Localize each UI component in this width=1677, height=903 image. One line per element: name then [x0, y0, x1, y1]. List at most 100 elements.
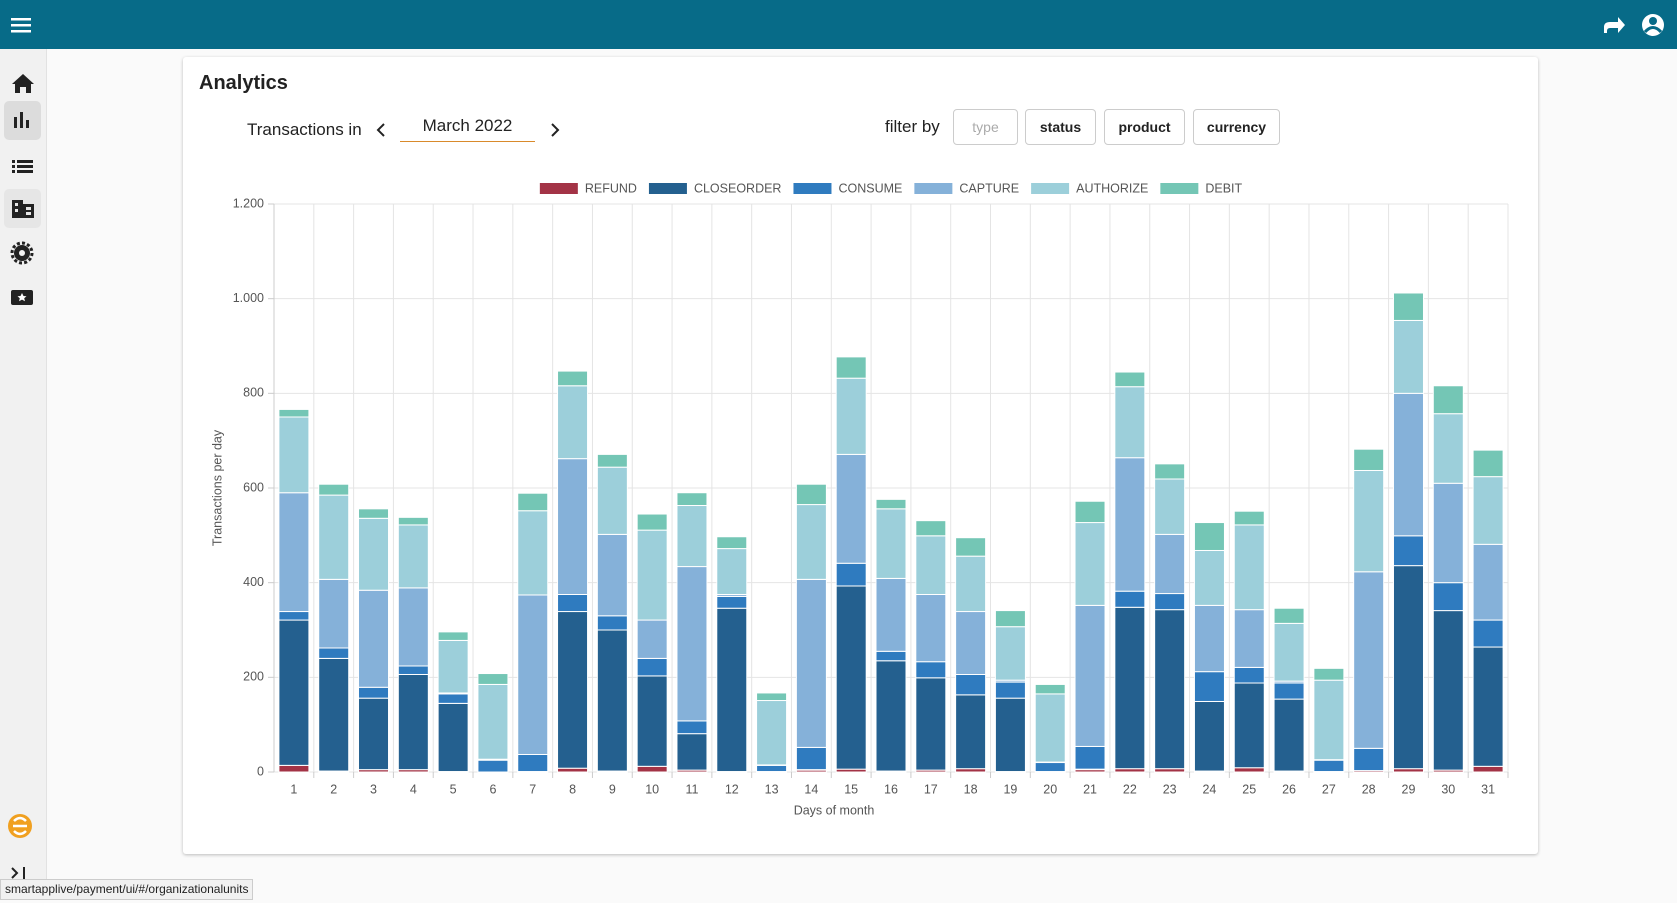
bar-segment: [597, 534, 627, 615]
bar-segment: [836, 378, 866, 454]
bar-segment: [1433, 611, 1463, 771]
bar-segment: [717, 596, 747, 608]
bar-segment: [876, 578, 906, 651]
bar-segment: [478, 674, 508, 685]
bar-segment: [1473, 544, 1503, 620]
x-tick-label: 1: [290, 782, 297, 796]
bar-segment: [319, 648, 349, 658]
bar-segment: [1433, 414, 1463, 484]
bar-segment: [796, 579, 826, 747]
bar-segment: [438, 694, 468, 703]
bar-segment: [916, 678, 946, 770]
x-tick-label: 13: [765, 782, 779, 796]
x-tick-label: 7: [529, 782, 536, 796]
bar-segment: [1314, 668, 1344, 680]
bar-segment: [1194, 672, 1224, 702]
x-tick-label: 19: [1003, 782, 1017, 796]
x-tick-label: 22: [1123, 782, 1137, 796]
bar-segment: [1393, 393, 1423, 535]
x-tick-label: 6: [489, 782, 496, 796]
bar-segment: [597, 467, 627, 534]
bar-segment: [1234, 511, 1264, 525]
bar-segment: [558, 595, 588, 612]
bar-segment: [1473, 766, 1503, 772]
bar-segment: [1473, 450, 1503, 477]
bar-segment: [1155, 610, 1185, 769]
bar-segment: [995, 627, 1025, 680]
bar-segment: [1075, 746, 1105, 769]
bar-segment: [478, 684, 508, 759]
bar-segment: [995, 698, 1025, 771]
bar-segment: [438, 703, 468, 771]
bar-segment: [1115, 607, 1145, 768]
bar-segment: [1075, 501, 1105, 522]
bar-segment: [359, 687, 389, 698]
x-tick-label: 17: [924, 782, 938, 796]
x-tick-label: 26: [1282, 782, 1296, 796]
bar-segment: [1433, 583, 1463, 611]
bar-segment: [995, 611, 1025, 627]
bar-segment: [398, 517, 428, 525]
bar-segment: [796, 484, 826, 504]
bar-segment: [916, 662, 946, 678]
legend-swatch: [649, 183, 687, 194]
legend-label: DEBIT: [1205, 181, 1242, 195]
bar-segment: [916, 521, 946, 536]
bar-segment: [597, 454, 627, 467]
y-tick-label: 0: [257, 764, 264, 778]
x-tick-label: 5: [450, 782, 457, 796]
bar-segment: [1115, 458, 1145, 591]
bar-segment: [796, 747, 826, 769]
x-tick-label: 28: [1362, 782, 1376, 796]
bar-segment: [1354, 572, 1384, 749]
y-tick-label: 800: [243, 386, 264, 400]
bar-segment: [319, 579, 349, 648]
x-tick-label: 25: [1242, 782, 1256, 796]
bar-segment: [637, 620, 667, 658]
bar-segment: [558, 459, 588, 595]
bar-segment: [1075, 605, 1105, 746]
bar-segment: [677, 567, 707, 721]
y-tick-label: 600: [243, 480, 264, 494]
bar-segment: [1115, 591, 1145, 607]
bar-segment: [558, 612, 588, 769]
x-tick-label: 20: [1043, 782, 1057, 796]
bar-segment: [1075, 523, 1105, 606]
bar-segment: [597, 630, 627, 771]
bar-segment: [916, 536, 946, 595]
bar-segment: [956, 695, 986, 769]
bar-segment: [558, 371, 588, 386]
legend-label: CONSUME: [838, 181, 902, 195]
x-tick-label: 21: [1083, 782, 1097, 796]
bar-segment: [359, 698, 389, 769]
bar-segment: [876, 499, 906, 508]
bar-segment: [637, 676, 667, 766]
bar-segment: [677, 721, 707, 734]
bar-segment: [1194, 605, 1224, 671]
bar-segment: [438, 632, 468, 641]
x-tick-label: 18: [964, 782, 978, 796]
bar-segment: [319, 658, 349, 771]
y-axis-title: Transactions per day: [210, 429, 224, 546]
bar-segment: [757, 693, 787, 701]
bar-segment: [836, 563, 866, 586]
bar-segment: [836, 357, 866, 378]
bar-segment: [279, 765, 309, 772]
bar-segment: [518, 511, 548, 595]
x-tick-label: 14: [804, 782, 818, 796]
bar-segment: [558, 768, 588, 772]
legend-swatch: [793, 183, 831, 194]
bar-segment: [677, 506, 707, 567]
bar-segment: [1115, 372, 1145, 387]
x-tick-label: 31: [1481, 782, 1495, 796]
bar-segment: [1234, 768, 1264, 772]
x-tick-label: 8: [569, 782, 576, 796]
bar-segment: [398, 666, 428, 675]
bar-segment: [1035, 684, 1065, 693]
x-tick-label: 12: [725, 782, 739, 796]
bar-segment: [359, 518, 389, 590]
bar-segment: [1274, 623, 1304, 681]
x-tick-label: 16: [884, 782, 898, 796]
bar-segment: [1274, 683, 1304, 699]
bar-segment: [1155, 479, 1185, 534]
